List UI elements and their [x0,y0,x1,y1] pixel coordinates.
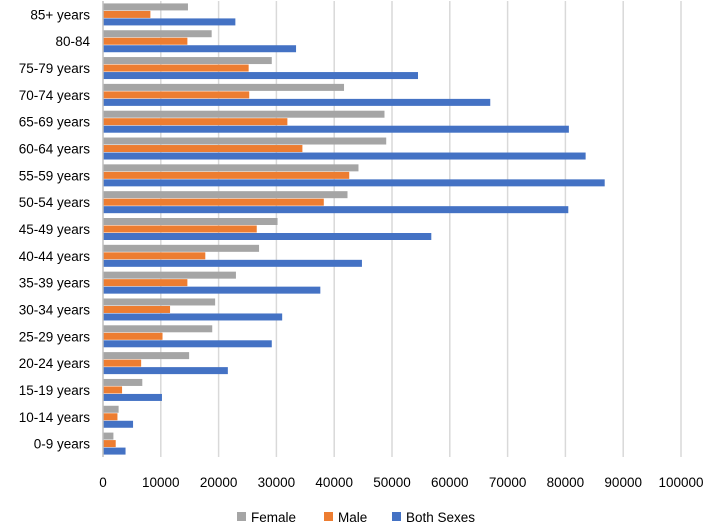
y-tick-label: 80-84 [55,34,90,49]
bar-male [103,252,206,260]
bar-both-sexes [103,206,569,214]
bar-male [103,225,257,233]
bar-both-sexes [103,259,362,267]
legend-label: Male [338,510,367,525]
y-tick-label: 65-69 years [19,115,91,130]
bar-male [103,37,188,45]
x-tick-label: 60000 [431,475,469,490]
y-tick-label: 75-79 years [19,61,91,76]
y-tick-label: 55-59 years [19,168,91,183]
bar-male [103,118,288,126]
x-tick-label: 40000 [315,475,353,490]
bar-female [103,164,359,172]
category-labels: 85+ years 80-84 75-79 years 70-74 years 65-6… [19,7,91,451]
bar-both-sexes [103,125,569,133]
y-tick-label: 0-9 years [34,437,91,452]
bar-both-sexes [103,447,126,455]
bar-male [103,171,350,179]
bar-female [103,378,143,386]
bar-male [103,386,123,394]
y-tick-label: 45-49 years [19,222,91,237]
bar-female [103,432,114,440]
bar-male [103,305,171,313]
bar-male [103,413,118,421]
x-tick-label: 50000 [373,475,411,490]
bar-female [103,271,236,279]
y-tick-label: 60-64 years [19,142,91,157]
legend-label: Both Sexes [406,510,475,525]
legend-swatch-female [237,512,246,521]
legend: Female Male Both Sexes [237,510,475,525]
value-tick-labels: 0 10000 20000 30000 40000 50000 60000 70000 8000… [99,475,703,490]
bar-both-sexes [103,45,297,53]
bar-female [103,405,119,413]
bar-female [103,191,348,199]
x-tick-label: 10000 [142,475,180,490]
bar-both-sexes [103,340,272,348]
bar-male [103,279,188,287]
y-tick-label: 15-19 years [19,383,91,398]
legend-swatch-both-sexes [392,512,401,521]
x-tick-label: 30000 [258,475,296,490]
bar-male [103,64,249,72]
y-tick-label: 20-24 years [19,356,91,371]
bar-male [103,440,116,448]
x-tick-label: 0 [99,475,107,490]
bars-group [103,3,605,455]
bar-both-sexes [103,313,283,321]
bar-both-sexes [103,98,491,106]
bar-female [103,244,260,252]
bar-female [103,218,278,225]
bar-both-sexes [103,72,419,80]
y-tick-label: 50-54 years [19,195,91,210]
bar-female [103,110,385,118]
bar-female [103,83,345,91]
x-tick-label: 70000 [489,475,527,490]
bar-female [103,298,216,306]
y-tick-label: 25-29 years [19,329,91,344]
x-tick-label: 90000 [604,475,642,490]
bar-male [103,10,151,18]
legend-label: Female [251,510,296,525]
bar-both-sexes [103,18,236,26]
y-tick-label: 10-14 years [19,410,91,425]
y-tick-label: 40-44 years [19,249,91,264]
bar-male [103,359,142,367]
bar-both-sexes [103,393,162,401]
y-tick-label: 30-34 years [19,302,91,317]
bar-both-sexes [103,420,134,428]
bar-both-sexes [103,286,321,294]
bar-male [103,332,163,340]
bar-male [103,198,324,206]
y-tick-label: 35-39 years [19,276,91,291]
x-tick-label: 80000 [547,475,585,490]
bar-female [103,3,188,11]
x-tick-label: 20000 [200,475,238,490]
bar-female [103,30,212,38]
bar-both-sexes [103,367,228,375]
bar-both-sexes [103,152,586,160]
bar-female [103,325,213,333]
legend-swatch-male [324,512,333,521]
bar-male [103,91,250,99]
bar-female [103,352,190,360]
bar-female [103,57,272,65]
y-tick-label: 70-74 years [19,88,91,103]
x-tick-label: 100000 [658,475,703,490]
bar-both-sexes [103,179,605,187]
bar-male [103,145,303,153]
y-tick-label: 85+ years [30,7,90,22]
bar-both-sexes [103,233,432,240]
bar-female [103,137,387,145]
